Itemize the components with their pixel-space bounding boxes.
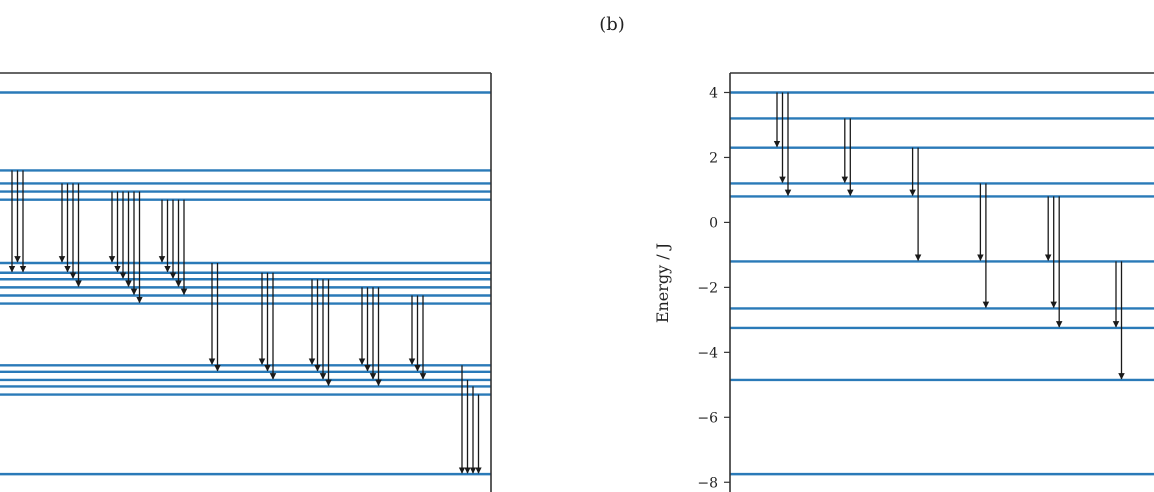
- panel-left: [0, 72, 492, 492]
- y-tick-label: −8: [697, 475, 718, 491]
- panel-left-levels: [0, 91, 491, 476]
- y-tick-label: 0: [709, 215, 718, 231]
- panel-right: 4 2 0 −2 −4 −6 −8 Energy / J: [653, 72, 1154, 492]
- panel-right-axes: [729, 72, 1154, 492]
- panel-label: (b): [599, 14, 625, 35]
- y-tick-label: 2: [709, 150, 718, 166]
- panel-right-yaxis: 4 2 0 −2 −4 −6 −8: [697, 85, 730, 491]
- y-tick-label: 4: [709, 85, 718, 101]
- y-tick-label: −2: [697, 280, 718, 296]
- panel-left-axes: [0, 72, 492, 492]
- y-axis-title: Energy / J: [653, 243, 672, 323]
- panel-right-transitions: [773, 92, 1125, 380]
- panel-right-levels: [730, 91, 1154, 476]
- y-tick-label: −6: [697, 410, 718, 426]
- panel-left-transitions: [8, 170, 482, 474]
- y-tick-label: −4: [697, 345, 718, 361]
